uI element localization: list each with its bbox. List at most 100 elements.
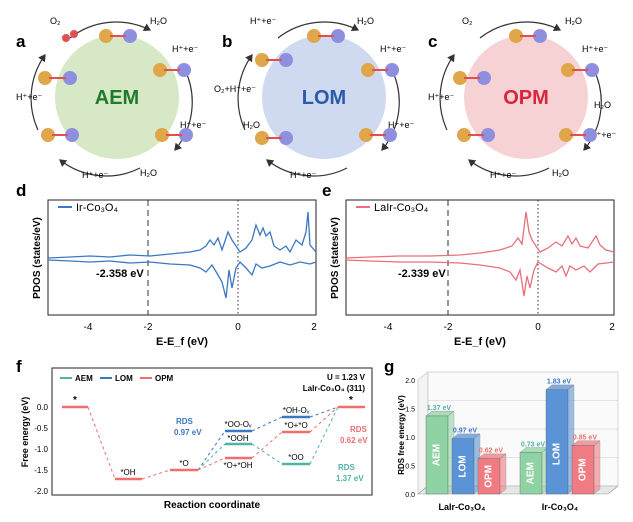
rds-value: 0.97 eV: [174, 428, 202, 437]
x-tick-label: -4: [384, 322, 393, 333]
bar-series-label: LOM: [552, 443, 563, 465]
cycle-arrow: [266, 159, 348, 177]
state-label: *OH-Oᵥ: [283, 406, 310, 415]
label-h-e: H⁺+e⁻: [428, 92, 455, 102]
panel-label-f: f: [16, 357, 22, 376]
y-axis-label: Free energy (eV): [20, 397, 30, 468]
label-h-e: H⁺+e⁻: [290, 170, 317, 180]
label-h-e: H⁺+e⁻: [250, 16, 277, 26]
molecule-cluster: [255, 29, 399, 145]
rds-value: 1.37 eV: [336, 474, 364, 483]
bar-series-label: AEM: [432, 444, 443, 466]
y-tick-label: 0.0: [405, 492, 415, 499]
bar-value-label: 0.85 eV: [573, 435, 597, 442]
label-h-e: H⁺+e⁻: [582, 44, 609, 54]
y-axis-label: PDOS (states/eV): [32, 217, 43, 299]
plot-frame: [51, 367, 373, 496]
bar-value-label: 1.83 eV: [547, 379, 571, 386]
bar-series-label: AEM: [526, 462, 537, 484]
cycle-arrow: [381, 69, 400, 151]
x-tick-label: 0: [535, 322, 541, 333]
panel-g: g RDS free energy (eV) 0.0 0.5 1.0 1.5 2.0 A…: [384, 357, 619, 512]
label-h2o: H₂O: [140, 168, 157, 178]
cycle-arrow: [439, 54, 455, 131]
y-tick-label: 2.0: [405, 378, 415, 385]
rds-label: RDS: [338, 463, 356, 472]
bar-series-label: OPM: [578, 458, 589, 481]
legend-label: LOM: [115, 374, 133, 383]
condition-surface: LaIr-Co₃O₄ (311): [303, 384, 366, 393]
panel-label-b: b: [222, 32, 232, 51]
panel-a: a AEM O₂ H₂O H⁺+e⁻ H⁺+e⁻ H⁺+e⁻ H⁺+e⁻ H₂O: [16, 16, 207, 180]
energy-levels: [62, 405, 365, 481]
legend-label: AEM: [75, 374, 93, 383]
y-tick-label: -2.0: [34, 487, 48, 496]
y-axis-label: PDOS (states/eV): [330, 217, 341, 299]
label-o2: O₂: [50, 16, 61, 26]
label-h-e: H⁺+e⁻: [180, 120, 207, 130]
label-h2o: H₂O: [565, 16, 582, 26]
state-label: *OO: [288, 453, 304, 462]
y-axis-label: RDS free energy (eV): [397, 395, 406, 475]
legend-label: Ir-Co₃O₄: [76, 202, 118, 214]
panel-f: f Free energy (eV) 0.0 -0.5 -1.0 -1.5 -2…: [16, 357, 373, 511]
state-label: *OOH: [227, 434, 249, 443]
x-tick-label: 2: [311, 322, 317, 333]
state-label: *OH: [120, 468, 135, 477]
bar-side: [499, 453, 507, 495]
plot-frame: [47, 199, 317, 316]
label-h-e: H⁺+e⁻: [388, 120, 415, 130]
cycle-arrow: [30, 54, 46, 131]
mechanism-name: LOM: [302, 87, 346, 109]
molecule-cluster: [453, 29, 599, 142]
cycle-arrow: [59, 159, 141, 177]
bar-series-label: OPM: [484, 465, 495, 488]
state-label: *O+*OH: [223, 461, 252, 470]
lom-circle: [262, 35, 386, 159]
label-h2o: H₂O: [150, 16, 167, 26]
d-band-center-value: -2.358 eV: [96, 268, 144, 280]
cycle-arrow: [277, 21, 360, 39]
pdos-curve-down: [47, 259, 317, 299]
label-h-e: H⁺+e⁻: [16, 92, 43, 102]
cycle-arrow: [69, 21, 152, 39]
cycle-arrow: [174, 69, 193, 151]
cycle-arrow: [583, 69, 602, 151]
x-tick-label: -2: [144, 322, 153, 333]
rds-label: RDS: [350, 425, 368, 434]
pdos-curve-up: [47, 211, 317, 259]
category-label: LaIr-Co₃O₄: [439, 502, 486, 512]
label-o2: O₂: [462, 16, 473, 26]
label-h2o: H₂O: [243, 120, 260, 130]
molecule-cluster: [38, 29, 193, 142]
x-tick-label: -4: [84, 322, 93, 333]
state-label: *: [73, 395, 77, 406]
panel-d: d Ir-Co₃O₄ -2.358 eV PDOS (states/eV) -4…: [16, 181, 317, 348]
condition-potential: U = 1.23 V: [327, 373, 366, 382]
x-axis-label: E-E_f (eV): [454, 336, 506, 348]
cycle-arrow: [237, 54, 253, 131]
bar-front: [545, 389, 569, 495]
plot-frame: [345, 199, 615, 316]
cycle-arrow: [468, 159, 550, 177]
label-h2o: H₂O: [594, 100, 611, 110]
bar-value-label: 0.73 eV: [521, 441, 545, 448]
d-band-center-value: -2.339 eV: [398, 268, 446, 280]
label-h-e: H⁺+e⁻: [490, 170, 517, 180]
bar-chart-bars: AEM 1.37 eV LOM 0.97 eV OPM 0.62 eV AEM 0.73 eV…: [425, 379, 601, 495]
y-tick-label: -0.5: [34, 424, 48, 433]
bar-side: [593, 440, 601, 495]
state-label: *OO-Oᵥ: [224, 420, 251, 429]
panel-label-d: d: [16, 181, 26, 200]
label-h-e: H⁺+e⁻: [590, 130, 617, 140]
legend-label: LaIr-Co₃O₄: [374, 202, 429, 214]
panel-label-c: c: [428, 32, 437, 51]
label-h2o: H₂O: [357, 16, 374, 26]
x-tick-label: 0: [235, 322, 241, 333]
rds-label: RDS: [176, 417, 194, 426]
state-label: *O+*O: [284, 421, 307, 430]
label-h-e: H⁺+e⁻: [82, 170, 109, 180]
label-o2-h-e: O₂+H⁺+e⁻: [214, 84, 256, 94]
rds-value: 0.62 eV: [340, 436, 368, 445]
